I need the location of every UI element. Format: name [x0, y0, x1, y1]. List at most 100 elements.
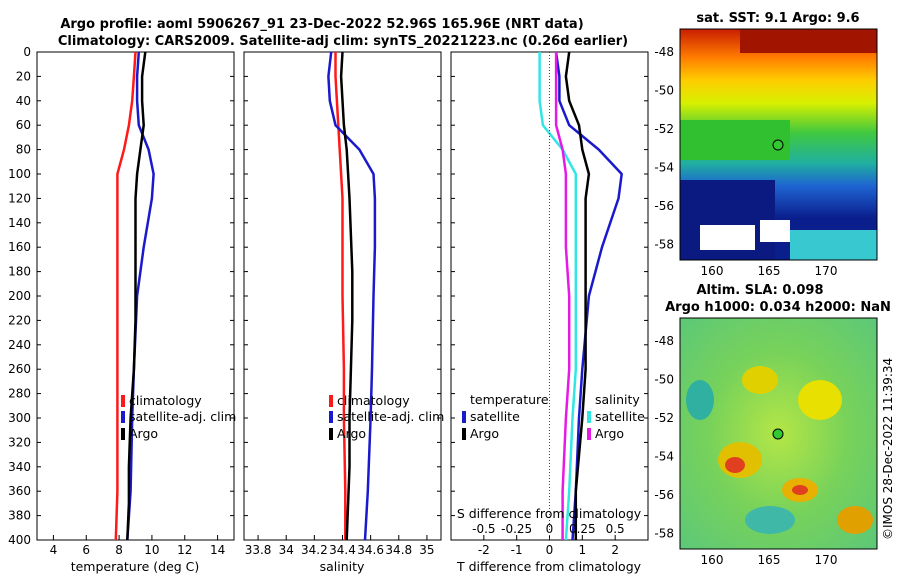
t-difference-axis-label: T difference from climatology [456, 559, 642, 574]
figure-title-line2: Climatology: CARS2009. Satellite-adj cli… [58, 34, 628, 49]
sla-blob [686, 380, 714, 420]
map-lat-label: -56 [654, 199, 674, 213]
x-tick-label: 14 [210, 543, 225, 557]
map-lat-label: -48 [654, 334, 674, 348]
map-lat-label: -50 [654, 373, 674, 387]
x-top-tick-label: 0.25 [569, 522, 596, 536]
legend-swatch-t-satellite [462, 411, 466, 423]
legend-swatch-satellite-adj [329, 411, 333, 423]
legend-label-t-argo: Argo [470, 426, 499, 441]
map-lat-label: -50 [654, 84, 674, 98]
series-line-argo [339, 51, 354, 541]
sla-map-title-line1: Altim. SLA: 0.098 [697, 283, 824, 298]
figure-title-line1: Argo profile: aoml 5906267_91 23-Dec-202… [60, 17, 583, 32]
temperature-legend: climatology satellite-adj. clim Argo [121, 393, 236, 441]
x-tick-label: 4 [50, 543, 58, 557]
map-lat-label: -52 [654, 122, 674, 136]
depth-tick-label: 20 [16, 69, 31, 83]
map-lon-label: 170 [815, 553, 838, 567]
depth-tick-label: 0 [23, 45, 31, 59]
depth-tick-label: 380 [8, 509, 31, 523]
copyright-credit: ©IMOS 28-Dec-2022 11:39:34 [881, 358, 895, 540]
x-tick-label: 34.2 [301, 543, 328, 557]
depth-tick-label: 320 [8, 435, 31, 449]
legend-label-climatology: climatology [337, 393, 410, 408]
argo-position-marker [772, 428, 784, 440]
x-tick-label: 34.4 [329, 543, 356, 557]
legend-swatch-argo [329, 428, 333, 440]
depth-tick-label: 220 [8, 313, 31, 327]
x-tick-label: 10 [144, 543, 159, 557]
series-line-argo [126, 51, 147, 541]
series-line-climatology [334, 52, 347, 540]
sla-blob [798, 380, 842, 420]
x-tick-label: 2 [611, 543, 619, 557]
sla-blob [745, 506, 795, 534]
legend-heading-temperature: temperature [470, 392, 549, 407]
depth-tick-label: 80 [16, 143, 31, 157]
x-tick-label: 34.8 [385, 543, 412, 557]
map-lon-label: 165 [758, 553, 781, 567]
sst-cyan-patch [790, 230, 877, 260]
x-tick-label: 0 [546, 543, 554, 557]
x-tick-label: 1 [579, 543, 587, 557]
s-difference-axis-label: S difference from climatology [457, 506, 642, 521]
x-tick-label: 34.6 [357, 543, 384, 557]
depth-tick-label: 340 [8, 460, 31, 474]
sla-map-frame [679, 317, 878, 550]
legend-label-climatology: climatology [129, 393, 202, 408]
sst-missing-data [760, 220, 790, 242]
legend-label-t-satellite: satellite [470, 409, 520, 424]
sst-map-title: sat. SST: 9.1 Argo: 9.6 [696, 11, 859, 26]
map-lat-label: -54 [654, 450, 674, 464]
map-lat-label: -58 [654, 527, 674, 541]
x-tick-label: 34 [279, 543, 294, 557]
difference-legend: temperature satellite Argo salinity sate… [462, 392, 645, 441]
legend-label-satellite-adj: satellite-adj. clim [337, 409, 444, 424]
map-lon-label: 160 [701, 553, 724, 567]
series-line-satellite-adj-clim [126, 51, 155, 541]
depth-tick-label: 240 [8, 338, 31, 352]
sla-blob [792, 485, 808, 495]
depth-tick-label: 40 [16, 94, 31, 108]
x-tick-label: -2 [478, 543, 490, 557]
map-lat-label: -52 [654, 411, 674, 425]
legend-label-argo: Argo [129, 426, 158, 441]
legend-swatch-argo [121, 428, 125, 440]
sla-blob [725, 457, 745, 473]
depth-tick-label: 100 [8, 167, 31, 181]
temperature-axis-label: temperature (deg C) [71, 559, 200, 574]
legend-label-argo: Argo [337, 426, 366, 441]
sst-map-frame [679, 28, 878, 261]
depth-tick-label: 180 [8, 265, 31, 279]
x-tick-label: 33.8 [245, 543, 272, 557]
map-lat-label: -58 [654, 238, 674, 252]
series-line-temperature-satellite [554, 51, 623, 541]
legend-swatch-satellite-adj [121, 411, 125, 423]
x-tick-label: 6 [82, 543, 90, 557]
depth-tick-label: 280 [8, 387, 31, 401]
x-tick-label: 12 [177, 543, 192, 557]
map-lon-label: 165 [758, 264, 781, 278]
series-line-salinity-satellite [538, 52, 578, 541]
map-lat-label: -56 [654, 488, 674, 502]
legend-swatch-climatology [329, 395, 333, 407]
sst-missing-data [700, 225, 755, 250]
depth-tick-label: 140 [8, 216, 31, 230]
legend-swatch-s-satellite [587, 411, 591, 423]
legend-swatch-t-argo [462, 428, 466, 440]
map-lat-label: -54 [654, 161, 674, 175]
depth-tick-label: 60 [16, 118, 31, 132]
x-top-tick-label: -0.5 [472, 522, 495, 536]
sla-map-title-line2: Argo h1000: 0.034 h2000: NaN [665, 300, 891, 315]
legend-label-s-satellite: satellite [595, 409, 645, 424]
x-top-tick-label: 0.5 [606, 522, 625, 536]
depth-tick-label: 260 [8, 362, 31, 376]
depth-tick-label: 400 [8, 533, 31, 547]
map-lat-label: -48 [654, 45, 674, 59]
depth-tick-label: 200 [8, 289, 31, 303]
legend-swatch-climatology [121, 395, 125, 407]
map-lon-label: 160 [701, 264, 724, 278]
legend-swatch-s-argo [587, 428, 591, 440]
